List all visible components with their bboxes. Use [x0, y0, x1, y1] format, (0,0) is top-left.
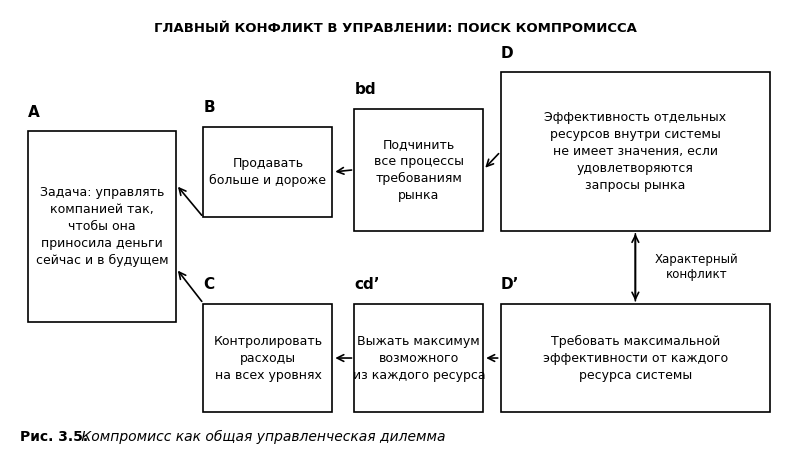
Text: D: D	[501, 46, 514, 61]
Text: Требовать максимальной
эффективности от каждого
ресурса системы: Требовать максимальной эффективности от …	[543, 334, 728, 382]
Text: Задача: управлять
компанией так,
чтобы она
приносила деньги
сейчас и в будущем: Задача: управлять компанией так, чтобы о…	[36, 186, 168, 267]
Text: Выжать максимум
возможного
из каждого ресурса: Выжать максимум возможного из каждого ре…	[352, 334, 485, 382]
Text: Компромисс как общая управленческая дилемма: Компромисс как общая управленческая диле…	[77, 430, 446, 444]
Text: ГЛАВНЫЙ КОНФЛИКТ В УПРАВЛЕНИИ: ПОИСК КОМПРОМИССА: ГЛАВНЫЙ КОНФЛИКТ В УПРАВЛЕНИИ: ПОИСК КОМ…	[153, 22, 637, 35]
Text: Подчинить
все процессы
требованиям
рынка: Подчинить все процессы требованиям рынка	[374, 138, 464, 202]
Text: Характерный
конфликт: Характерный конфликт	[655, 253, 739, 281]
Text: C: C	[204, 277, 215, 292]
FancyBboxPatch shape	[204, 127, 333, 218]
FancyBboxPatch shape	[355, 304, 483, 413]
Text: Контролировать
расходы
на всех уровнях: Контролировать расходы на всех уровнях	[213, 334, 322, 382]
Text: Рис. 3.5.: Рис. 3.5.	[20, 430, 88, 444]
Text: Продавать
больше и дороже: Продавать больше и дороже	[209, 157, 326, 187]
FancyBboxPatch shape	[355, 109, 483, 231]
Text: bd: bd	[355, 82, 376, 97]
Text: Эффективность отдельных
ресурсов внутри системы
не имеет значения, если
удовлетв: Эффективность отдельных ресурсов внутри …	[544, 111, 727, 192]
FancyBboxPatch shape	[501, 72, 770, 231]
Text: D’: D’	[501, 277, 519, 292]
FancyBboxPatch shape	[28, 131, 176, 322]
FancyBboxPatch shape	[204, 304, 333, 413]
Text: cd’: cd’	[355, 277, 380, 292]
FancyBboxPatch shape	[501, 304, 770, 413]
Text: B: B	[204, 100, 215, 116]
Text: A: A	[28, 105, 40, 120]
